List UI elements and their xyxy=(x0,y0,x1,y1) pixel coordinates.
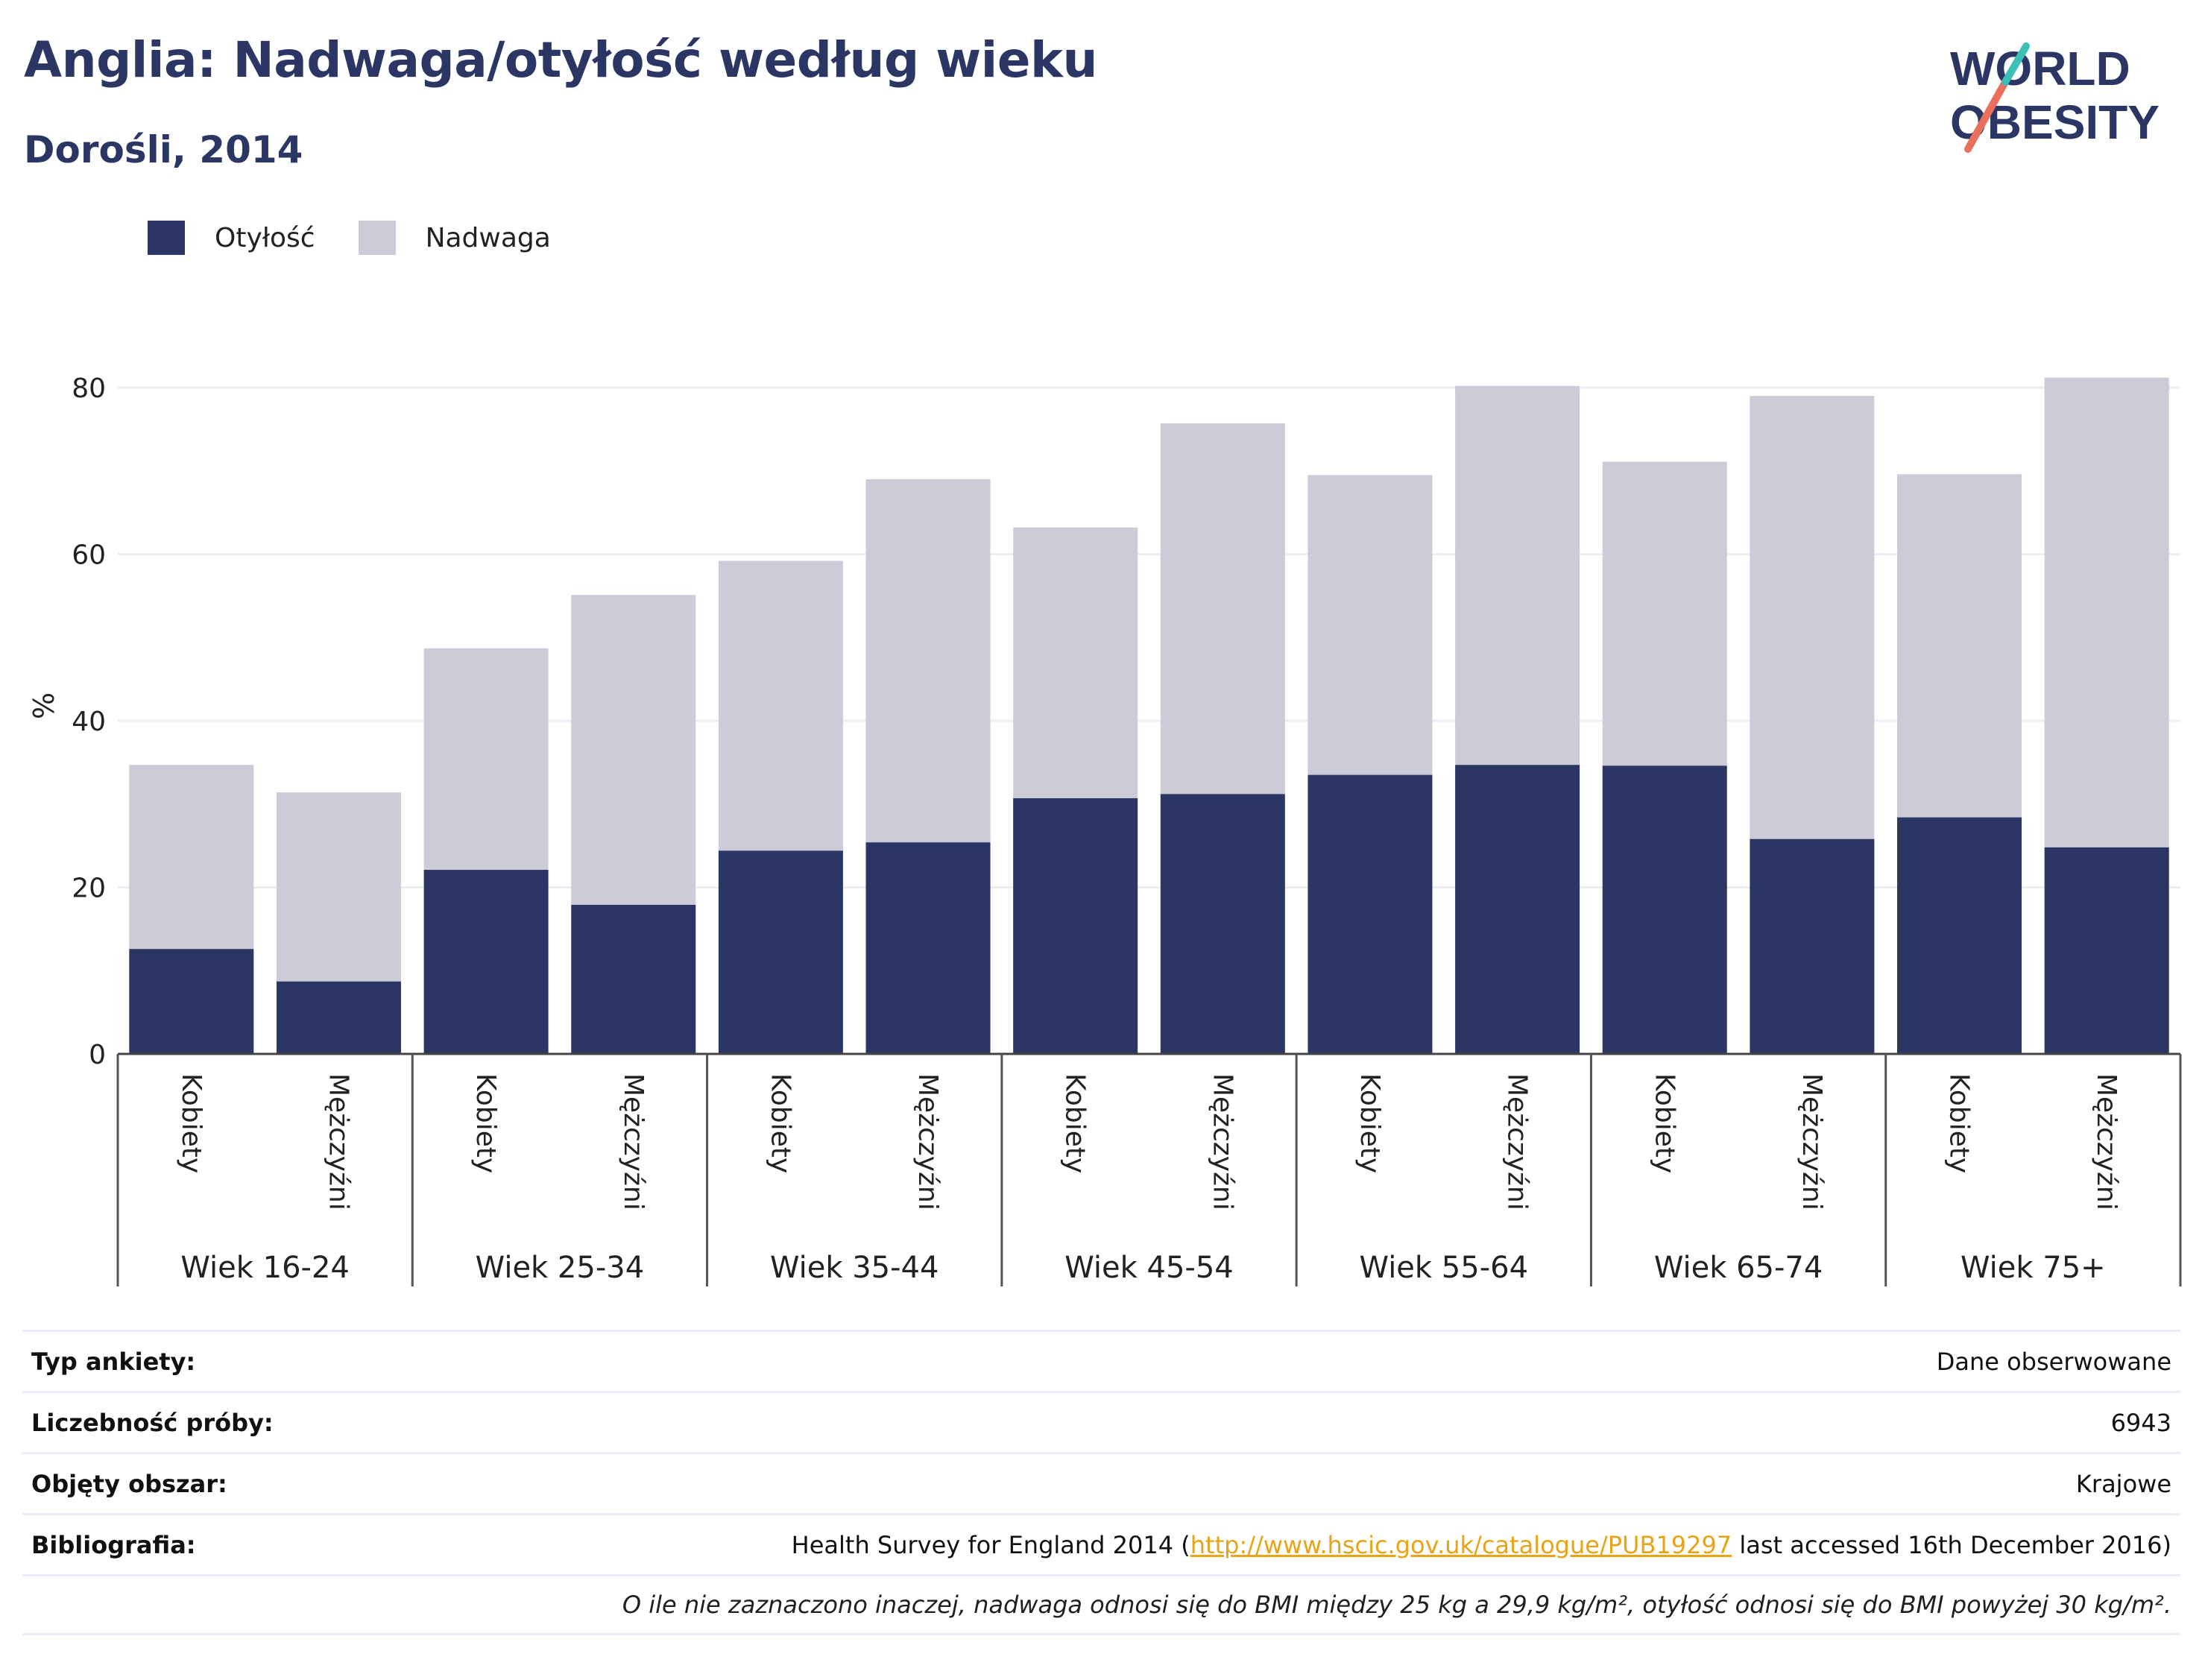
x-subcategory-label: Mężczyźni xyxy=(1502,1073,1533,1210)
bar-obesity xyxy=(1455,765,1580,1054)
x-subcategory-label: Kobiety xyxy=(765,1073,795,1173)
y-tick-label: 80 xyxy=(72,373,106,404)
meta-row-survey-type: Typ ankiety: Dane obserwowane xyxy=(22,1330,2180,1391)
meta-key: Objęty obszar: xyxy=(31,1469,227,1498)
logo-slash-teal xyxy=(2001,42,2030,86)
bar-obesity xyxy=(571,904,696,1054)
bar-overweight xyxy=(423,648,549,871)
bar-overweight xyxy=(865,479,991,843)
chart-legend: Otyłość Nadwaga xyxy=(148,221,594,255)
x-subcategory-label: Kobiety xyxy=(470,1073,501,1173)
bar-obesity xyxy=(1013,798,1138,1054)
definition-note: O ile nie zaznaczono inaczej, nadwaga od… xyxy=(622,1591,2171,1619)
legend-label-overweight: Nadwaga xyxy=(425,222,551,253)
x-subcategory-label: Mężczyźni xyxy=(1797,1073,1827,1210)
x-group-label: Wiek 45-54 xyxy=(1064,1251,1234,1285)
bar-obesity xyxy=(1160,794,1285,1054)
legend-label-obesity: Otyłość xyxy=(215,222,315,253)
chart-title: Anglia: Nadwaga/otyłość według wieku xyxy=(24,31,1097,89)
x-group-label: Wiek 35-44 xyxy=(770,1251,939,1285)
legend-swatch-overweight xyxy=(358,221,396,255)
bar-obesity xyxy=(1307,774,1433,1054)
x-group-label: Wiek 75+ xyxy=(1960,1251,2106,1285)
legend-swatch-obesity xyxy=(148,221,185,255)
meta-row-note: O ile nie zaznaczono inaczej, nadwaga od… xyxy=(22,1574,2180,1635)
x-group-label: Wiek 25-34 xyxy=(476,1251,645,1285)
bar-obesity xyxy=(1897,817,2022,1054)
bar-obesity xyxy=(865,842,991,1054)
x-subcategory-label: Mężczyźni xyxy=(323,1073,353,1210)
logo-text-world: WORLD xyxy=(1950,42,2130,95)
meta-value: Krajowe xyxy=(2075,1469,2171,1498)
y-tick-label: 40 xyxy=(72,707,106,737)
x-subcategory-label: Kobiety xyxy=(1060,1073,1091,1173)
bar-overweight xyxy=(1897,474,2022,818)
meta-key: Bibliografia: xyxy=(31,1530,196,1559)
bar-overweight xyxy=(718,560,843,851)
logo-slash-red xyxy=(1964,78,2009,153)
meta-row-bibliography: Bibliografia: Health Survey for England … xyxy=(22,1513,2180,1574)
bar-obesity xyxy=(1750,839,1875,1054)
meta-row-sample-size: Liczebność próby: 6943 xyxy=(22,1391,2180,1452)
stacked-bar-chart: 0 20 40 60 80% Kobiety Mężczyźni Kobiety Mężczyź… xyxy=(28,373,2182,1286)
meta-value: Dane obserwowane xyxy=(1936,1347,2171,1376)
bar-obesity xyxy=(1602,765,1727,1054)
x-subcategory-label: Mężczyźni xyxy=(618,1073,649,1210)
metadata-table: Typ ankiety: Dane obserwowane Liczebność… xyxy=(22,1330,2180,1635)
meta-row-area: Objęty obszar: Krajowe xyxy=(22,1452,2180,1513)
bibliography-suffix: last accessed 16th December 2016) xyxy=(1732,1530,2171,1559)
bar-overweight xyxy=(1160,423,1285,795)
bar-overweight xyxy=(571,595,696,905)
bibliography-link[interactable]: http://www.hscic.gov.uk/catalogue/PUB192… xyxy=(1190,1530,1732,1559)
y-axis-label: % xyxy=(28,692,60,719)
y-tick-label: 60 xyxy=(72,540,106,571)
world-obesity-logo: WORLD OBESITY xyxy=(1950,42,2160,153)
x-subcategory-label: Mężczyźni xyxy=(912,1073,943,1210)
x-subcategory-label: Kobiety xyxy=(176,1073,206,1173)
x-group-label: Wiek 16-24 xyxy=(180,1251,350,1285)
y-tick-label: 0 xyxy=(89,1040,106,1070)
bar-overweight xyxy=(1307,475,1433,775)
meta-value: 6943 xyxy=(2110,1408,2171,1437)
bar-obesity xyxy=(718,850,843,1054)
bar-overweight xyxy=(1750,396,1875,839)
x-subcategory-label: Kobiety xyxy=(1944,1073,1975,1173)
bar-obesity xyxy=(129,949,254,1054)
bibliography-prefix: Health Survey for England 2014 ( xyxy=(791,1530,1190,1559)
bibliography-value: Health Survey for England 2014 (http://w… xyxy=(792,1531,2171,1559)
bar-obesity xyxy=(2044,847,2169,1054)
bar-overweight xyxy=(2044,377,2169,847)
meta-key: Liczebność próby: xyxy=(31,1408,274,1437)
bar-overweight xyxy=(1013,527,1138,798)
bar-obesity xyxy=(276,981,401,1054)
x-subcategory-label: Kobiety xyxy=(1354,1073,1385,1173)
chart-subtitle: Dorośli, 2014 xyxy=(24,128,303,171)
x-subcategory-label: Kobiety xyxy=(1649,1073,1679,1173)
x-subcategory-label: Mężczyźni xyxy=(1207,1073,1237,1210)
bar-overweight xyxy=(276,792,401,982)
x-group-label: Wiek 65-74 xyxy=(1654,1251,1823,1285)
x-group-label: Wiek 55-64 xyxy=(1360,1251,1529,1285)
meta-key: Typ ankiety: xyxy=(31,1347,196,1376)
bar-overweight xyxy=(1602,461,1727,766)
bar-overweight xyxy=(1455,385,1580,765)
bar-obesity xyxy=(423,870,549,1054)
y-tick-label: 20 xyxy=(72,874,106,904)
bar-overweight xyxy=(129,765,254,950)
x-subcategory-label: Mężczyźni xyxy=(2091,1073,2122,1210)
